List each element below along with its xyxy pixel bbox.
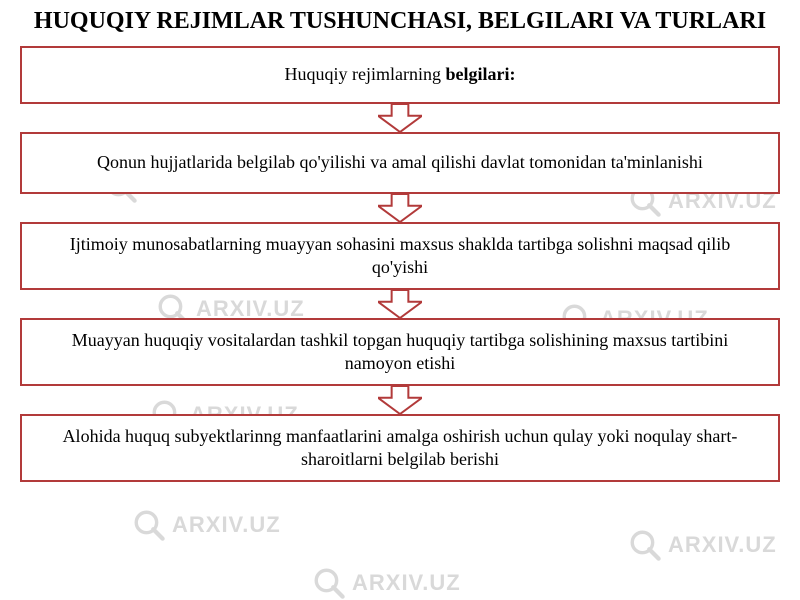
- flowchart: Huquqiy rejimlarning belgilari: Qonun huj…: [20, 46, 780, 482]
- search-icon: [628, 528, 662, 562]
- flow-arrow: [378, 290, 422, 318]
- slide-title: HUQUQIY REJIMLAR TUSHUNCHASI, BELGILARI …: [20, 6, 780, 36]
- search-icon: [312, 566, 346, 600]
- flow-box-text: Muayyan huquqiy vositalardan tashkil top…: [40, 329, 760, 376]
- down-arrow-icon: [378, 104, 422, 132]
- flow-arrow: [378, 104, 422, 132]
- search-icon: [132, 508, 166, 542]
- flow-box: Huquqiy rejimlarning belgilari:: [20, 46, 780, 104]
- flow-arrow: [378, 194, 422, 222]
- flow-box-text: Alohida huquq subyektlarinng manfaatlari…: [40, 425, 760, 472]
- watermark: ARXIV.UZ: [312, 566, 461, 600]
- flow-arrow: [378, 386, 422, 414]
- watermark: ARXIV.UZ: [628, 528, 777, 562]
- slide-content: HUQUQIY REJIMLAR TUSHUNCHASI, BELGILARI …: [0, 0, 800, 482]
- watermark-text: ARXIV.UZ: [352, 570, 461, 596]
- watermark-text: ARXIV.UZ: [172, 512, 281, 538]
- flow-box-text: Qonun hujjatlarida belgilab qo'yilishi v…: [97, 151, 703, 174]
- down-arrow-icon: [378, 194, 422, 222]
- flow-box: Qonun hujjatlarida belgilab qo'yilishi v…: [20, 132, 780, 194]
- flow-box: Ijtimoiy munosabatlarning muayyan sohasi…: [20, 222, 780, 290]
- flow-box: Alohida huquq subyektlarinng manfaatlari…: [20, 414, 780, 482]
- watermark-text: ARXIV.UZ: [668, 532, 777, 558]
- down-arrow-icon: [378, 386, 422, 414]
- down-arrow-icon: [378, 290, 422, 318]
- flow-box-text: Ijtimoiy munosabatlarning muayyan sohasi…: [40, 233, 760, 280]
- flow-box-text: Huquqiy rejimlarning belgilari:: [285, 63, 516, 86]
- watermark: ARXIV.UZ: [132, 508, 281, 542]
- flow-box: Muayyan huquqiy vositalardan tashkil top…: [20, 318, 780, 386]
